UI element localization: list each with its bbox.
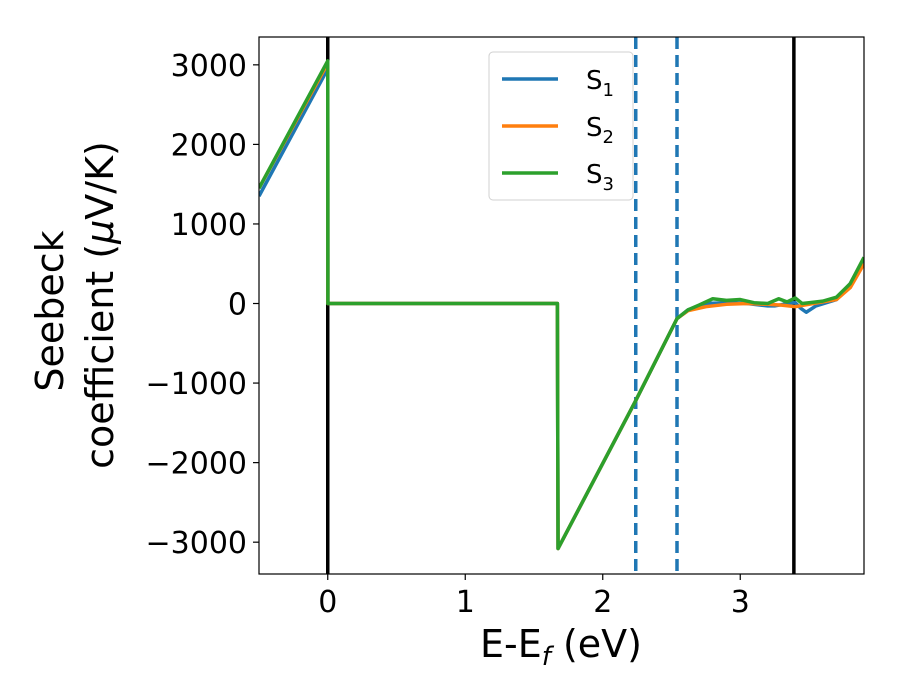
x-axis-title: E-Ef (eV) — [480, 622, 642, 672]
y-tick-label: −2000 — [146, 447, 247, 482]
legend-label: S3 — [586, 160, 614, 195]
y-tick-label: 2000 — [171, 128, 247, 163]
legend-box — [488, 51, 634, 201]
x-tick-label: 3 — [731, 585, 750, 620]
x-axis: 0 1 2 3 — [318, 574, 750, 620]
y-axis-title-line2-a: coefficient ( — [78, 244, 122, 469]
x-tick-label: 1 — [456, 585, 475, 620]
y-tick-label: 0 — [228, 288, 247, 323]
y-tick-label: −1000 — [146, 367, 247, 402]
y-tick-label: 1000 — [171, 208, 247, 243]
x-axis-title-main: E-E — [480, 622, 542, 666]
legend: S1 S2 S3 — [488, 51, 634, 201]
x-tick-label: 0 — [318, 585, 337, 620]
x-axis-title-units: (eV) — [551, 622, 642, 666]
y-axis-title-line2-b: V/K) — [78, 141, 122, 220]
y-axis-title: Seebeck coefficient (μV/K) — [28, 141, 122, 469]
y-tick-label: −3000 — [146, 526, 247, 561]
y-axis-title-line1: Seebeck — [28, 230, 72, 391]
x-tick-label: 2 — [593, 585, 612, 620]
series-line-s3 — [259, 59, 864, 551]
y-tick-label: 3000 — [171, 49, 247, 84]
plot-frame — [258, 36, 865, 575]
legend-label: S2 — [586, 113, 614, 148]
y-axis-title-mu: μ — [78, 220, 122, 245]
y-axis-title-line2: coefficient (μV/K) — [78, 141, 122, 469]
series-layer — [259, 59, 864, 551]
legend-label: S1 — [586, 66, 614, 101]
y-axis: 3000 2000 1000 0 −1000 −2000 −3000 — [146, 49, 259, 561]
